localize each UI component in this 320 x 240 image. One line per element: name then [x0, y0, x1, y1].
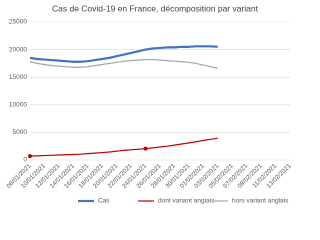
- page: Cas de Covid-19 en France, décomposition…: [5, 3, 293, 205]
- series-line: [29, 45, 218, 63]
- y-tick-label: 10000: [9, 102, 27, 109]
- y-tick-label: 20000: [9, 46, 27, 53]
- point-marker: [28, 154, 32, 159]
- point-marker: [143, 146, 148, 151]
- y-tick-label: 0: [23, 157, 27, 164]
- chart-title: Cas de Covid-19 en France, décomposition…: [52, 3, 259, 13]
- legend-label: Cas: [98, 198, 110, 205]
- chart: Cas de Covid-19 en France, décomposition…: [5, 3, 293, 205]
- y-tick-label: 15000: [9, 74, 27, 81]
- series-line: [29, 58, 218, 69]
- series-line: [29, 137, 218, 157]
- y-tick-label: 25000: [9, 19, 27, 26]
- legend-label: hors variant anglais: [232, 198, 289, 205]
- y-tick-label: 5000: [13, 129, 28, 136]
- legend-label: dont variant anglais: [158, 198, 215, 205]
